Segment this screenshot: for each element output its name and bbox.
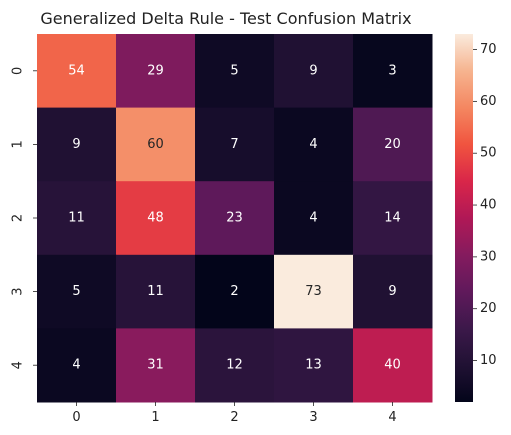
cell-value-r3-c0: 5 bbox=[72, 284, 80, 299]
x-tick-label-4: 4 bbox=[388, 410, 396, 425]
cell-value-r0-c4: 3 bbox=[388, 63, 396, 78]
cell-value-r3-c4: 9 bbox=[388, 284, 396, 299]
y-tick-label-3: 3 bbox=[11, 287, 26, 295]
y-tick-label-4: 4 bbox=[11, 361, 26, 369]
y-tick-label-2: 2 bbox=[11, 214, 26, 222]
cell-value-r1-c4: 20 bbox=[384, 137, 401, 152]
cell-value-r2-c2: 23 bbox=[226, 211, 243, 226]
cell-value-r0-c2: 5 bbox=[230, 63, 238, 78]
colorbar-tick-label-10: 10 bbox=[480, 353, 497, 368]
cell-value-r1-c3: 4 bbox=[309, 137, 317, 152]
cell-value-r2-c4: 14 bbox=[384, 211, 401, 226]
colorbar-tick-label-50: 50 bbox=[480, 146, 497, 161]
cell-value-r4-c1: 31 bbox=[147, 358, 164, 373]
x-tick-label-1: 1 bbox=[151, 410, 159, 425]
cell-value-r2-c3: 4 bbox=[309, 211, 317, 226]
colorbar-gradient bbox=[455, 34, 473, 402]
colorbar-tick-label-30: 30 bbox=[480, 249, 497, 264]
colorbar-tick-label-20: 20 bbox=[480, 301, 497, 316]
x-axis-ticks: 0 1 2 3 4 bbox=[72, 402, 396, 425]
cell-value-r1-c2: 7 bbox=[230, 137, 238, 152]
colorbar-tick-label-70: 70 bbox=[480, 42, 497, 57]
cell-value-r0-c3: 9 bbox=[309, 63, 317, 78]
cell-value-r0-c0: 54 bbox=[68, 63, 85, 78]
cell-value-r2-c1: 48 bbox=[147, 211, 164, 226]
y-tick-label-0: 0 bbox=[11, 67, 26, 75]
x-tick-label-2: 2 bbox=[230, 410, 238, 425]
cell-value-r3-c1: 11 bbox=[147, 284, 164, 299]
y-axis-ticks: 0 1 2 3 4 bbox=[11, 67, 38, 370]
colorbar-tick-label-40: 40 bbox=[480, 198, 497, 213]
y-tick-label-1: 1 bbox=[11, 140, 26, 148]
cell-value-r4-c2: 12 bbox=[226, 358, 243, 373]
cell-value-r1-c0: 9 bbox=[72, 137, 80, 152]
cell-value-r4-c0: 4 bbox=[72, 358, 80, 373]
chart-title: Generalized Delta Rule - Test Confusion … bbox=[40, 9, 411, 28]
cell-value-r3-c3: 73 bbox=[305, 284, 322, 299]
x-tick-label-3: 3 bbox=[309, 410, 317, 425]
colorbar: 10 20 30 40 50 60 70 bbox=[455, 34, 497, 402]
colorbar-tick-label-60: 60 bbox=[480, 94, 497, 109]
cell-value-r2-c0: 11 bbox=[68, 211, 85, 226]
cell-value-r4-c4: 40 bbox=[384, 358, 401, 373]
cell-value-r4-c3: 13 bbox=[305, 358, 322, 373]
x-tick-label-0: 0 bbox=[72, 410, 80, 425]
cell-value-r3-c2: 2 bbox=[230, 284, 238, 299]
cell-value-r0-c1: 29 bbox=[147, 63, 164, 78]
cell-value-r1-c1: 60 bbox=[147, 137, 164, 152]
